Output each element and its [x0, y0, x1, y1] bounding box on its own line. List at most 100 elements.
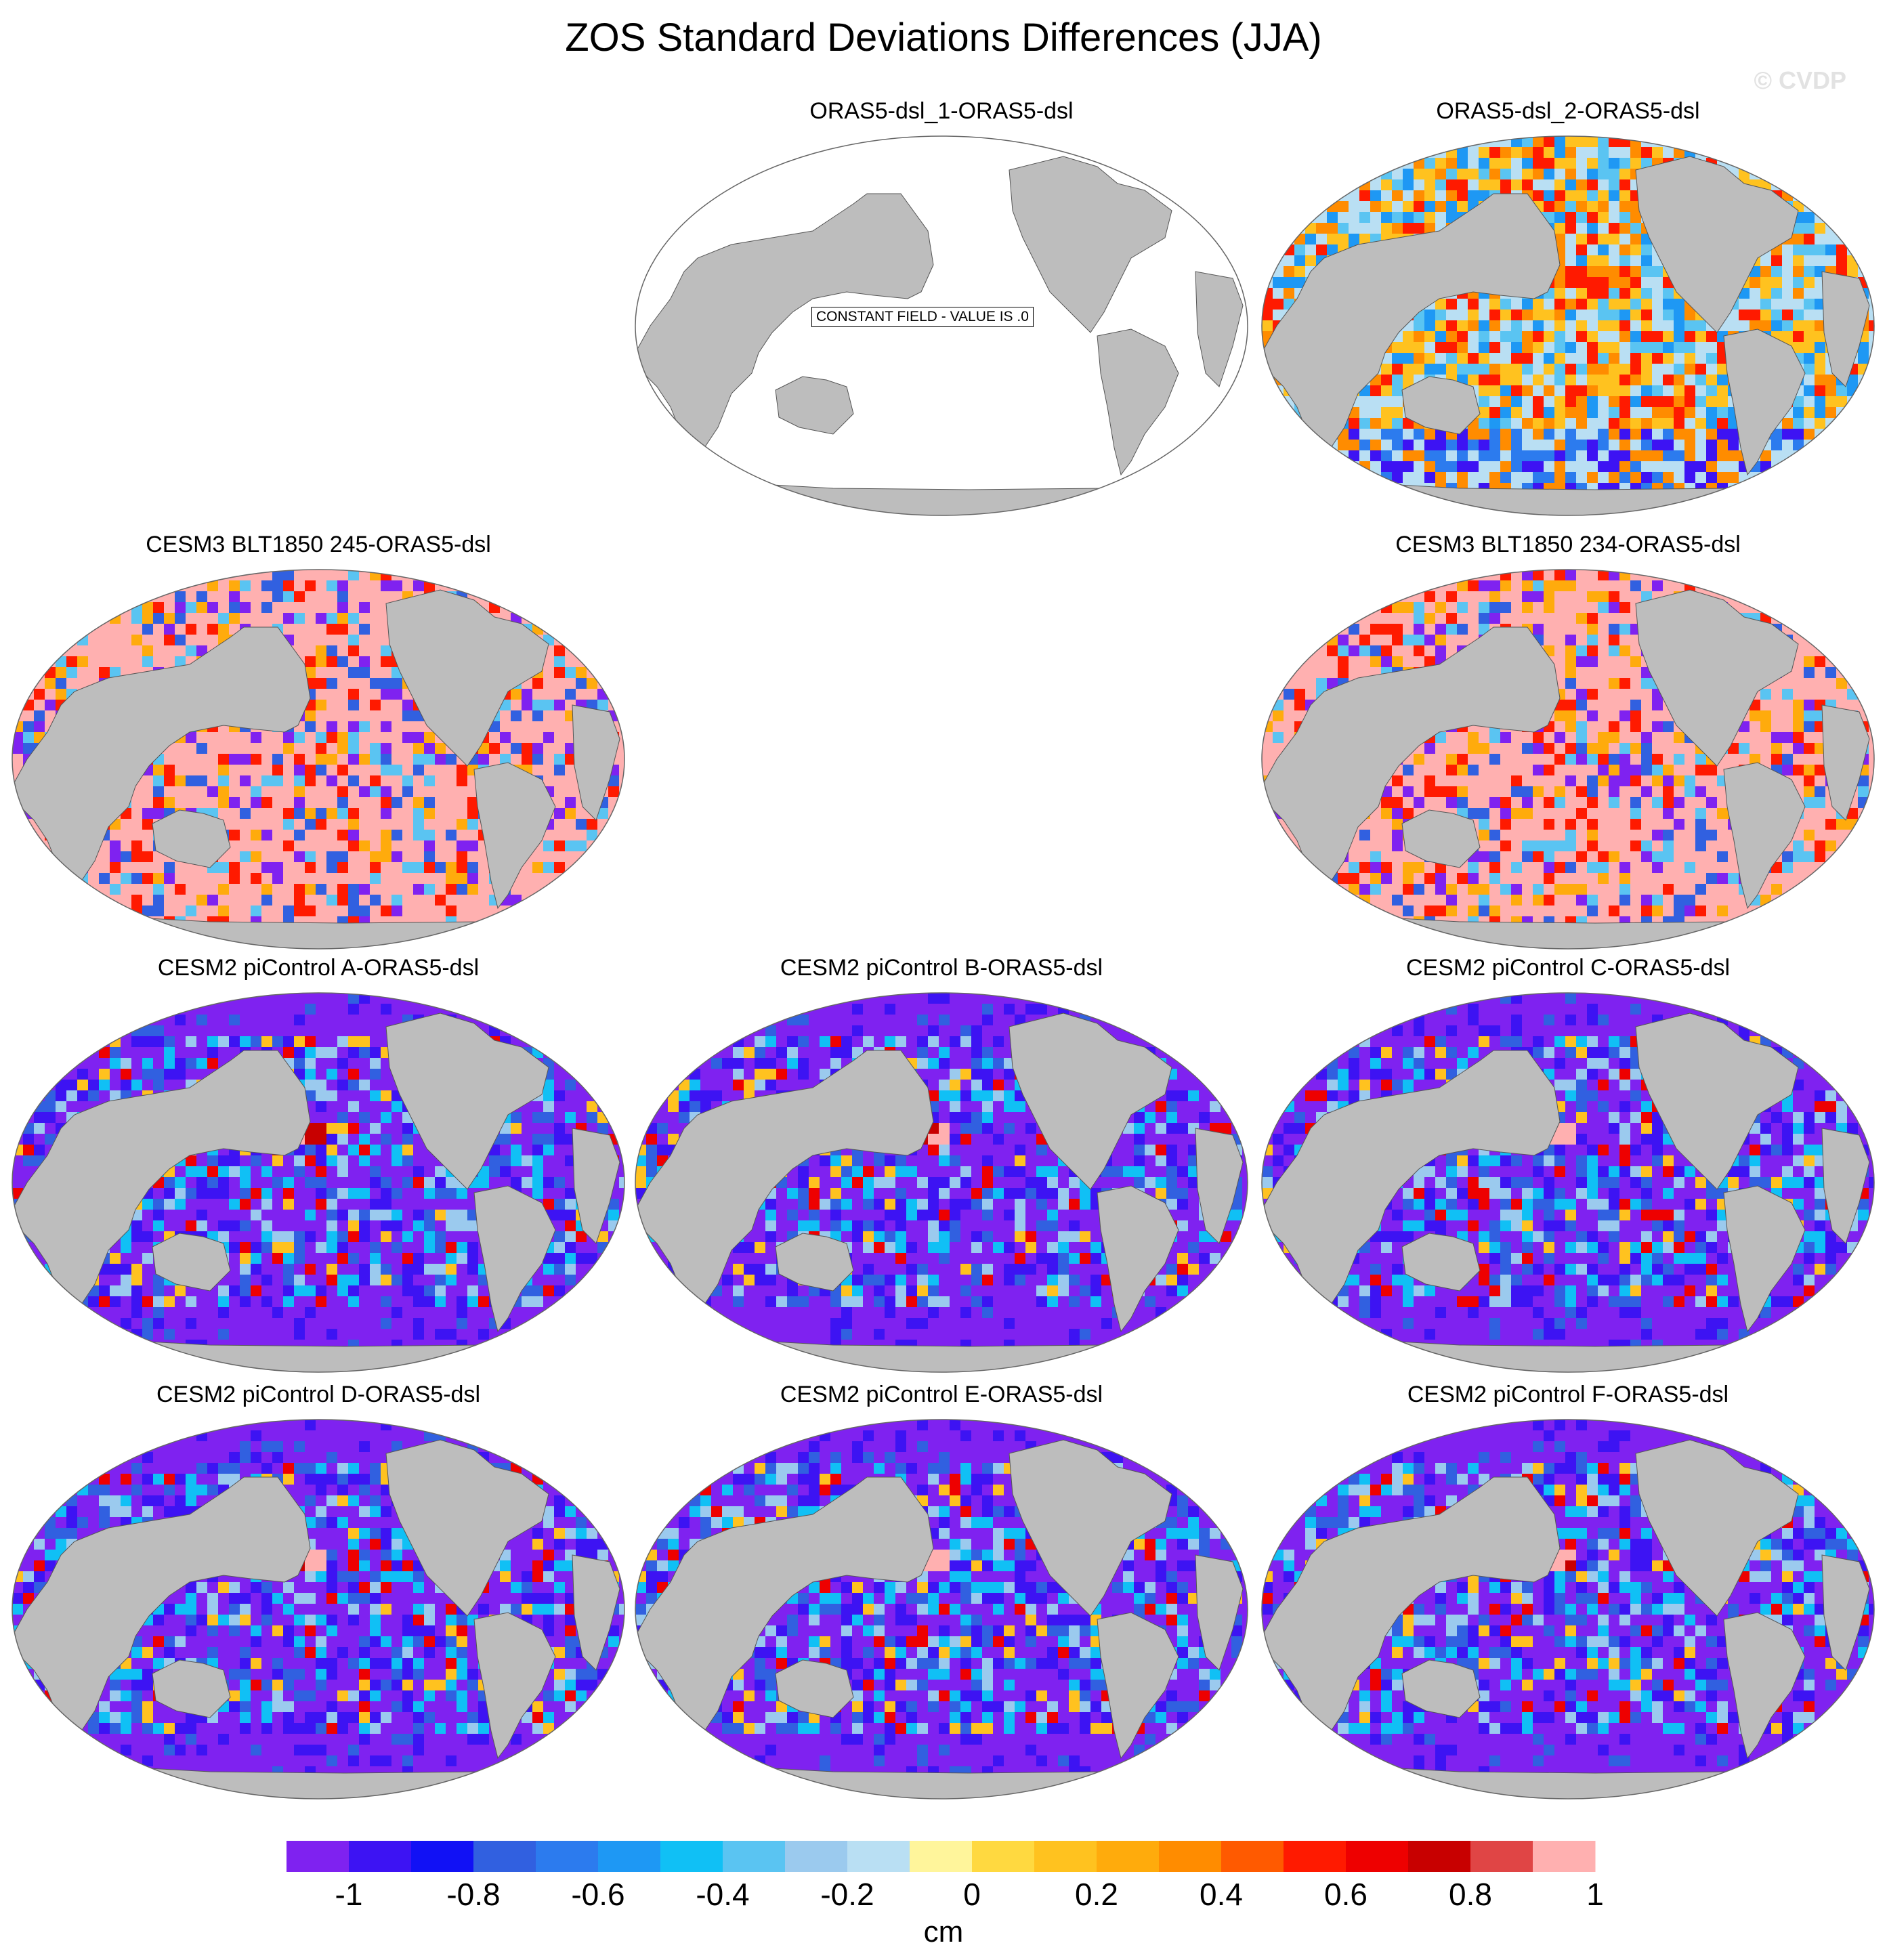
south-america-land [1723, 328, 1806, 476]
south-america-land [473, 762, 556, 910]
colorbar-tick-label: -1 [335, 1877, 363, 1912]
colorbar-box [349, 1841, 412, 1872]
colorbar-tick-label: 0.6 [1324, 1877, 1367, 1912]
colorbar-box [598, 1841, 661, 1872]
world-map [12, 992, 625, 1373]
north-america-land [1009, 156, 1172, 333]
north-america-land [385, 1439, 549, 1617]
colorbar-box [536, 1841, 599, 1872]
colorbar-box [1346, 1841, 1409, 1872]
australia-land [775, 376, 854, 435]
map-panel-oras5-dsl-1: ORAS5-dsl_1-ORAS5-dsl CONSTANT FIELD - V… [630, 98, 1253, 518]
colorbar-tick-label: 0.2 [1075, 1877, 1118, 1912]
australia-land [152, 809, 231, 868]
colorbar-box [910, 1841, 973, 1872]
map-border [1261, 992, 1875, 1373]
map-border [1261, 1419, 1875, 1799]
australia-land [152, 1659, 231, 1718]
map-border [12, 992, 625, 1373]
world-map [1261, 135, 1875, 516]
colorbar-tick-label: -0.6 [571, 1877, 625, 1912]
colorbar-box [660, 1841, 723, 1872]
australia-land [775, 1233, 854, 1292]
world-map [12, 1419, 625, 1799]
north-america-land [1635, 156, 1799, 333]
colorbar-box [972, 1841, 1035, 1872]
map-border [635, 135, 1248, 516]
australia-land [1401, 809, 1481, 868]
map-panel-cesm2-b: CESM2 piControl B-ORAS5-dsl [630, 955, 1253, 1375]
colorbar-tick-label: -0.4 [696, 1877, 750, 1912]
colorbar-tick-label: -0.8 [446, 1877, 501, 1912]
map-panel-cesm2-d: CESM2 piControl D-ORAS5-dsl [7, 1382, 630, 1802]
south-america-land [1097, 328, 1179, 476]
africa-land [1821, 271, 1870, 387]
australia-land [775, 1659, 854, 1718]
map-panel-cesm2-f: CESM2 piControl F-ORAS5-dsl [1256, 1382, 1880, 1802]
north-america-land [385, 1013, 549, 1190]
africa-land [1195, 271, 1244, 387]
map-panel-cesm3-234: CESM3 BLT1850 234-ORAS5-dsl [1256, 532, 1880, 952]
north-america-land [385, 589, 549, 767]
africa-land [1195, 1554, 1244, 1671]
colorbar-box [1221, 1841, 1284, 1872]
colorbar-box [1408, 1841, 1471, 1872]
panel-title: CESM2 piControl D-ORAS5-dsl [156, 1382, 481, 1407]
colorbar-box [473, 1841, 536, 1872]
north-america-land [1635, 1013, 1799, 1190]
south-america-land [473, 1612, 556, 1760]
africa-land [572, 1554, 620, 1671]
map-border [1261, 135, 1875, 516]
panel-title: CESM2 piControl C-ORAS5-dsl [1405, 955, 1731, 981]
colorbar-tick-label: 0.8 [1449, 1877, 1492, 1912]
africa-land [1821, 704, 1870, 821]
australia-land [1401, 1659, 1481, 1718]
south-america-land [1723, 1612, 1806, 1760]
world-map [635, 1419, 1248, 1799]
colorbar-box [723, 1841, 786, 1872]
south-america-land [1097, 1185, 1179, 1333]
world-map [635, 135, 1248, 516]
panel-title: CESM3 BLT1850 245-ORAS5-dsl [146, 532, 491, 557]
map-border [1261, 569, 1875, 950]
panel-title: CESM2 piControl F-ORAS5-dsl [1407, 1382, 1729, 1407]
south-america-land [473, 1185, 556, 1333]
colorbar-box [1470, 1841, 1533, 1872]
map-border [12, 569, 625, 950]
africa-land [1195, 1128, 1244, 1244]
north-america-land [1635, 1439, 1799, 1617]
colorbar-tick-label: 0 [963, 1877, 981, 1912]
colorbar-box [785, 1841, 848, 1872]
panel-title: ORAS5-dsl_2-ORAS5-dsl [1436, 98, 1700, 124]
map-panel-cesm3-245: CESM3 BLT1850 245-ORAS5-dsl [7, 532, 630, 952]
colorbar-box [1533, 1841, 1596, 1872]
panel-title: CESM2 piControl E-ORAS5-dsl [780, 1382, 1103, 1407]
map-border [12, 1419, 625, 1799]
north-america-land [1635, 589, 1799, 767]
colorbar-tick-label: 0.4 [1200, 1877, 1243, 1912]
africa-land [1821, 1554, 1870, 1671]
world-map [635, 992, 1248, 1373]
australia-land [152, 1233, 231, 1292]
panel-title: CESM2 piControl A-ORAS5-dsl [157, 955, 480, 981]
south-america-land [1723, 762, 1806, 910]
colorbar-tick-label: 1 [1586, 1877, 1604, 1912]
south-america-land [1723, 1185, 1806, 1333]
map-panel-cesm2-c: CESM2 piControl C-ORAS5-dsl [1256, 955, 1880, 1375]
colorbar-box [1284, 1841, 1347, 1872]
colorbar-box [1034, 1841, 1097, 1872]
australia-land [1401, 376, 1481, 435]
colorbar-box [411, 1841, 474, 1872]
panel-title: CESM2 piControl B-ORAS5-dsl [780, 955, 1103, 981]
colorbar-box [1159, 1841, 1222, 1872]
colorbar-units: cm [923, 1915, 964, 1948]
north-america-land [1009, 1013, 1172, 1190]
north-america-land [1009, 1439, 1172, 1617]
map-panel-cesm2-e: CESM2 piControl E-ORAS5-dsl [630, 1382, 1253, 1802]
colorbar-box [847, 1841, 910, 1872]
africa-land [572, 1128, 620, 1244]
map-panel-cesm2-a: CESM2 piControl A-ORAS5-dsl [7, 955, 630, 1375]
panel-title: CESM3 BLT1850 234-ORAS5-dsl [1395, 532, 1741, 557]
cvdp-watermark: © CVDP [1754, 66, 1846, 94]
africa-land [572, 704, 620, 821]
